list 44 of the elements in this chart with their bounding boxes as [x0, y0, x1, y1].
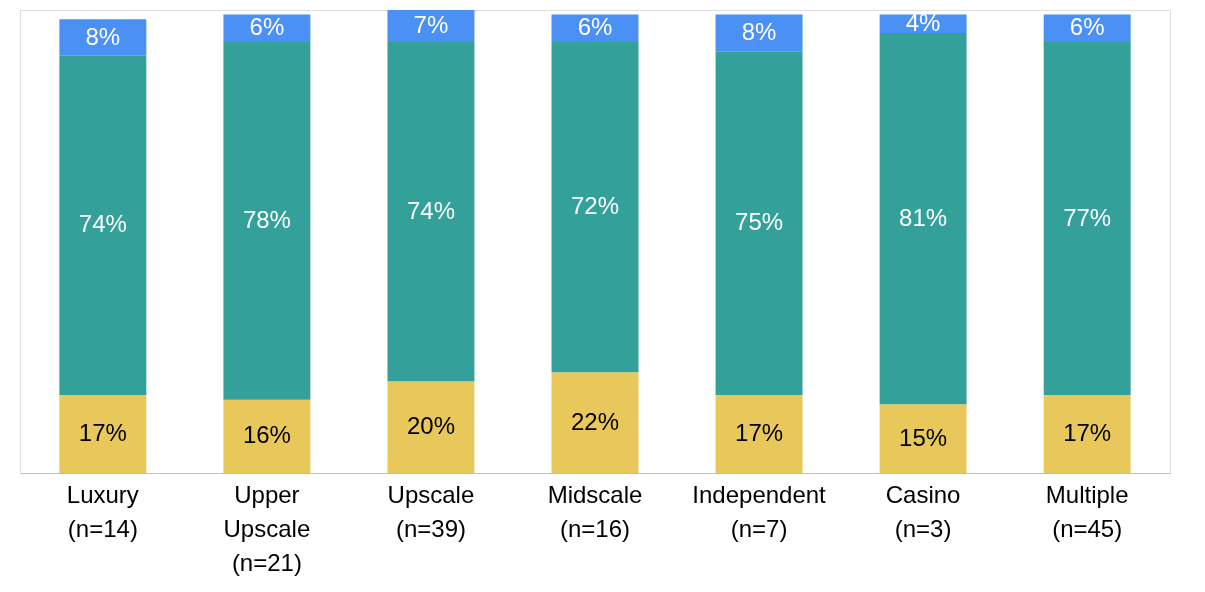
- data-label: 81%: [899, 203, 948, 231]
- x-tick-label: Midscale (n=16): [547, 480, 643, 542]
- bar: [223, 42, 311, 400]
- data-label: 22%: [570, 407, 620, 435]
- bar: [715, 51, 803, 396]
- bar: [879, 32, 967, 405]
- bar: [387, 42, 475, 382]
- bar: [1043, 395, 1131, 473]
- bar: [387, 381, 475, 473]
- data-label: 6%: [1069, 13, 1105, 41]
- data-label: 17%: [1063, 419, 1112, 447]
- data-label: 8%: [85, 22, 121, 50]
- data-label: 7%: [413, 11, 449, 39]
- data-label: 78%: [242, 205, 291, 233]
- data-label: 72%: [570, 192, 620, 220]
- x-tick-label: Casino (n=3): [885, 480, 961, 542]
- x-tick-label: Independent (n=7): [692, 480, 827, 542]
- data-label: 74%: [406, 196, 455, 224]
- data-label: 17%: [78, 419, 127, 447]
- x-tick-label: Luxury (n=14): [66, 480, 139, 542]
- data-label: 4%: [905, 8, 941, 36]
- bar: [387, 10, 475, 43]
- data-label: 16%: [242, 421, 291, 449]
- bar: [879, 404, 967, 473]
- data-label: 77%: [1063, 203, 1112, 231]
- data-label: 6%: [577, 13, 613, 41]
- bar: [59, 55, 147, 396]
- bar: [551, 372, 639, 473]
- bar: [223, 399, 311, 473]
- data-label: 8%: [741, 17, 777, 45]
- data-label: 74%: [78, 210, 127, 238]
- x-tick-label: Multiple (n=45): [1045, 480, 1129, 542]
- bar: [1043, 42, 1131, 396]
- bar: [59, 19, 147, 56]
- data-label: 6%: [249, 13, 285, 41]
- data-label: 75%: [735, 208, 784, 236]
- bar: [59, 395, 147, 473]
- data-label: 17%: [735, 419, 784, 447]
- x-tick-label: Upper Upscale (n=21): [223, 480, 311, 576]
- data-label: 20%: [406, 412, 455, 440]
- x-tick-label: Upscale (n=39): [387, 480, 475, 542]
- bar: [551, 42, 639, 373]
- data-label: 15%: [899, 423, 948, 451]
- bar: [715, 395, 803, 473]
